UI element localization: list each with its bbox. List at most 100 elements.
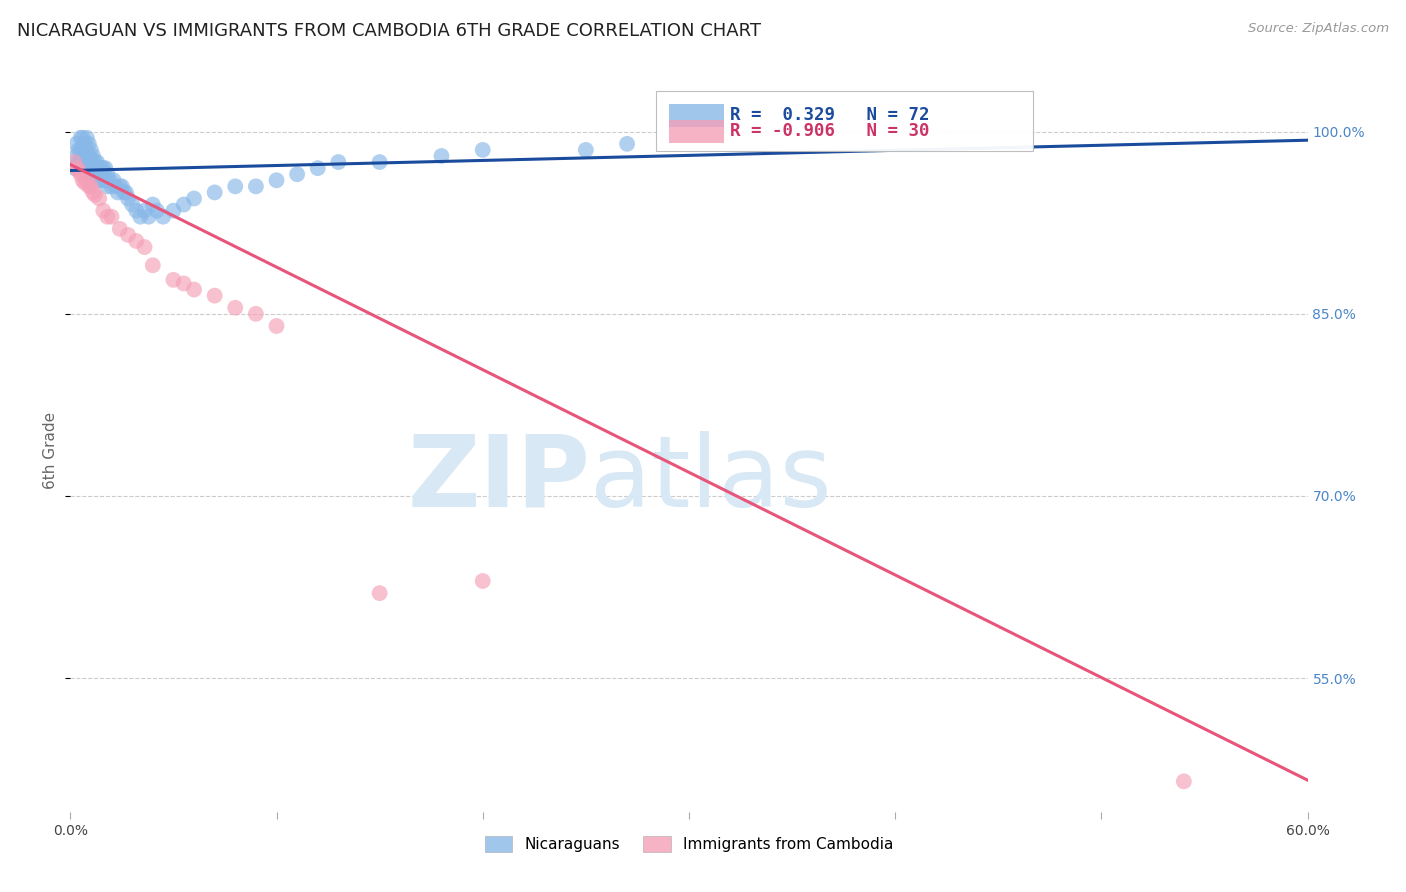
Point — [91, 173, 114, 187]
Point — [108, 179, 131, 194]
Point — [100, 179, 122, 194]
Point — [368, 586, 391, 600]
Point — [96, 167, 118, 181]
Point — [77, 179, 100, 194]
Point — [103, 173, 125, 187]
Point — [204, 288, 226, 302]
Point — [63, 155, 86, 169]
Point — [69, 167, 91, 181]
Point — [67, 155, 90, 169]
Text: atlas: atlas — [591, 431, 831, 528]
Point — [430, 149, 453, 163]
Point — [89, 192, 111, 206]
Point — [100, 210, 122, 224]
Point — [471, 574, 494, 588]
Point — [142, 197, 165, 211]
Point — [73, 149, 96, 163]
Point — [65, 149, 87, 163]
Point — [73, 176, 96, 190]
Point — [86, 155, 108, 169]
Text: R =  0.329   N = 72: R = 0.329 N = 72 — [730, 106, 929, 124]
Point — [73, 136, 96, 151]
Point — [129, 210, 152, 224]
Point — [72, 155, 94, 169]
Point — [146, 203, 169, 218]
Point — [67, 143, 90, 157]
Point — [94, 173, 117, 187]
Point — [67, 163, 90, 178]
Point — [76, 143, 98, 157]
Point — [94, 161, 117, 175]
Point — [69, 143, 91, 157]
Point — [112, 186, 135, 200]
Point — [368, 155, 391, 169]
Point — [84, 155, 107, 169]
Point — [76, 173, 98, 187]
Point — [69, 155, 91, 169]
Point — [82, 149, 104, 163]
Y-axis label: 6th Grade: 6th Grade — [44, 412, 59, 489]
Point — [266, 173, 288, 187]
Text: Source: ZipAtlas.com: Source: ZipAtlas.com — [1249, 22, 1389, 36]
Point — [76, 130, 98, 145]
Point — [91, 203, 114, 218]
Point — [125, 203, 148, 218]
Text: R = -0.906   N = 30: R = -0.906 N = 30 — [730, 122, 929, 140]
FancyBboxPatch shape — [655, 91, 1033, 151]
Point — [82, 161, 104, 175]
Point — [162, 273, 184, 287]
Point — [80, 179, 103, 194]
Point — [65, 136, 87, 151]
Point — [111, 179, 134, 194]
Point — [245, 179, 267, 194]
Point — [86, 167, 108, 181]
Point — [117, 192, 139, 206]
Point — [91, 161, 114, 175]
Point — [173, 277, 195, 291]
Point — [104, 179, 127, 194]
Point — [84, 187, 107, 202]
Point — [134, 203, 156, 218]
Legend: Nicaraguans, Immigrants from Cambodia: Nicaraguans, Immigrants from Cambodia — [478, 830, 900, 858]
Point — [134, 240, 156, 254]
Point — [96, 179, 118, 194]
Point — [328, 155, 350, 169]
Point — [204, 186, 226, 200]
Point — [183, 192, 205, 206]
Point — [98, 173, 121, 187]
Point — [82, 186, 104, 200]
Point — [76, 155, 98, 169]
FancyBboxPatch shape — [669, 120, 724, 143]
Point — [121, 197, 143, 211]
Point — [77, 136, 100, 151]
Point — [80, 155, 103, 169]
Point — [108, 222, 131, 236]
Point — [471, 143, 494, 157]
Point — [77, 149, 100, 163]
Point — [77, 155, 100, 169]
Point — [90, 173, 112, 187]
Point — [80, 143, 103, 157]
Point — [72, 130, 94, 145]
Point — [73, 161, 96, 175]
Point — [107, 186, 129, 200]
Point — [90, 161, 112, 175]
Point — [72, 173, 94, 187]
Point — [575, 143, 598, 157]
Point — [1173, 774, 1195, 789]
Point — [224, 301, 246, 315]
Point — [183, 283, 205, 297]
Point — [63, 161, 86, 175]
Point — [266, 318, 288, 333]
Point — [89, 173, 111, 187]
Point — [84, 167, 107, 181]
Point — [307, 161, 329, 175]
Point — [96, 210, 118, 224]
Point — [285, 167, 308, 181]
Point — [142, 258, 165, 272]
Text: ZIP: ZIP — [408, 431, 591, 528]
Text: NICARAGUAN VS IMMIGRANTS FROM CAMBODIA 6TH GRADE CORRELATION CHART: NICARAGUAN VS IMMIGRANTS FROM CAMBODIA 6… — [17, 22, 761, 40]
Point — [80, 167, 103, 181]
Point — [162, 203, 184, 218]
Point — [89, 161, 111, 175]
